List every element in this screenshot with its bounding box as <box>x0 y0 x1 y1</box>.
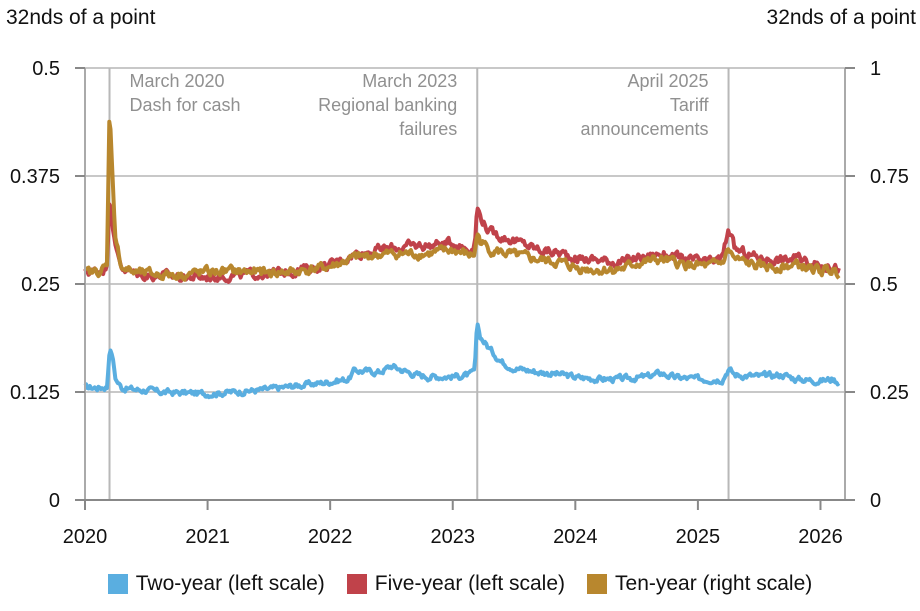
legend-label: Two-year (left scale) <box>135 572 325 595</box>
x-tick-label: 2026 <box>798 526 843 548</box>
event-annotation-text: Tariff <box>670 95 710 115</box>
left-tick-label: 0.375 <box>10 166 60 188</box>
left-axis-unit-label: 32nds of a point <box>6 6 156 29</box>
left-tick-label: 0 <box>49 490 60 512</box>
x-tick-label: 2024 <box>553 526 598 548</box>
event-annotation-text: Regional banking <box>318 95 457 115</box>
legend-item: Two-year (left scale) <box>107 572 325 596</box>
series-line <box>83 322 841 400</box>
event-annotation-text: April 2025 <box>627 71 708 91</box>
x-tick-label: 2021 <box>185 526 230 548</box>
x-tick-label: 2023 <box>430 526 475 548</box>
left-tick-label: 0.25 <box>21 274 60 296</box>
right-tick-label: 0.25 <box>870 382 909 404</box>
event-annotation-text: announcements <box>580 119 708 139</box>
legend-item: Ten-year (right scale) <box>587 572 812 596</box>
legend-swatch <box>107 574 128 594</box>
legend: Two-year (left scale) Five-year (left sca… <box>0 572 920 596</box>
x-tick-label: 2022 <box>308 526 353 548</box>
x-tick-label: 2025 <box>676 526 721 548</box>
event-annotation-text: March 2023 <box>362 71 457 91</box>
legend-swatch <box>346 574 367 594</box>
right-tick-label: 0.75 <box>870 166 909 188</box>
event-annotations: March 2020 Dash for cash March 2023 Regiona… <box>130 71 710 139</box>
event-annotation-text: March 2020 <box>130 71 225 91</box>
event-annotation-text: failures <box>399 119 457 139</box>
event-annotation-text: Dash for cash <box>130 95 241 115</box>
right-tick-label: 1 <box>870 58 881 80</box>
right-axis-unit-label: 32nds of a point <box>766 6 916 29</box>
series-line <box>84 119 841 282</box>
legend-label: Ten-year (right scale) <box>615 572 813 595</box>
legend-swatch <box>587 574 608 594</box>
legend-label: Five-year (left scale) <box>374 572 566 595</box>
grid <box>85 67 845 501</box>
right-tick-label: 0 <box>870 490 881 512</box>
left-tick-label: 0.125 <box>10 382 60 404</box>
axes: 0 0 0.125 0.25 0.25 0.5 0.375 0.75 0.5 1 2020 2021 2… <box>10 58 909 548</box>
right-tick-label: 0.5 <box>870 274 898 296</box>
left-tick-label: 0.5 <box>32 58 60 80</box>
series <box>83 119 841 400</box>
legend-item: Five-year (left scale) <box>346 572 566 596</box>
x-tick-label: 2020 <box>63 526 108 548</box>
